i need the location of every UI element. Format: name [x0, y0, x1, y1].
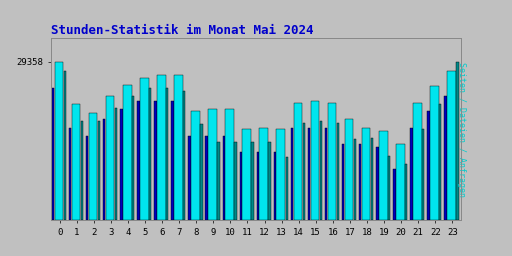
Bar — [303, 123, 305, 220]
Bar — [371, 137, 373, 220]
Bar — [337, 123, 339, 220]
Bar — [376, 147, 378, 220]
Bar — [89, 113, 97, 220]
Bar — [55, 62, 63, 220]
Bar — [257, 152, 259, 220]
Bar — [103, 119, 105, 220]
Bar — [157, 75, 166, 220]
Bar — [154, 101, 157, 220]
Bar — [439, 104, 441, 220]
Bar — [276, 129, 285, 220]
Bar — [52, 88, 54, 220]
Bar — [188, 136, 191, 220]
Bar — [208, 110, 217, 220]
Bar — [362, 128, 371, 220]
Bar — [260, 128, 268, 220]
Bar — [217, 143, 220, 220]
Bar — [86, 136, 89, 220]
Bar — [286, 157, 288, 220]
Bar — [291, 128, 293, 220]
Bar — [311, 101, 319, 220]
Bar — [132, 96, 134, 220]
Bar — [328, 103, 336, 220]
Bar — [106, 96, 115, 220]
Bar — [274, 152, 276, 220]
Bar — [191, 111, 200, 220]
Bar — [308, 128, 310, 220]
Bar — [166, 88, 168, 220]
Bar — [393, 169, 396, 220]
Bar — [205, 136, 208, 220]
Bar — [396, 144, 404, 220]
Bar — [200, 124, 203, 220]
Bar — [422, 129, 424, 220]
Bar — [98, 121, 100, 220]
Bar — [447, 71, 456, 220]
Bar — [325, 128, 327, 220]
Bar — [430, 86, 439, 220]
Bar — [183, 91, 185, 220]
Bar — [174, 75, 183, 220]
Bar — [123, 85, 132, 220]
Bar — [359, 144, 361, 220]
Bar — [319, 121, 322, 220]
Bar — [379, 131, 388, 220]
Bar — [137, 101, 140, 220]
Bar — [225, 110, 234, 220]
Bar — [115, 108, 117, 220]
Bar — [63, 71, 66, 220]
Y-axis label: Seiten / Dateien / Anfragen: Seiten / Dateien / Anfragen — [457, 62, 466, 197]
Bar — [251, 143, 254, 220]
Bar — [342, 144, 345, 220]
Bar — [149, 88, 152, 220]
Bar — [81, 121, 83, 220]
Bar — [268, 143, 271, 220]
Bar — [345, 119, 353, 220]
Bar — [242, 129, 251, 220]
Bar — [72, 104, 80, 220]
Bar — [140, 78, 148, 220]
Bar — [172, 101, 174, 220]
Bar — [120, 110, 122, 220]
Bar — [293, 103, 302, 220]
Bar — [69, 128, 71, 220]
Bar — [405, 164, 408, 220]
Bar — [223, 136, 225, 220]
Bar — [413, 103, 422, 220]
Bar — [428, 111, 430, 220]
Bar — [456, 62, 459, 220]
Bar — [444, 96, 447, 220]
Text: Stunden-Statistik im Monat Mai 2024: Stunden-Statistik im Monat Mai 2024 — [51, 24, 314, 37]
Bar — [234, 143, 237, 220]
Bar — [240, 152, 242, 220]
Bar — [354, 139, 356, 220]
Bar — [410, 128, 413, 220]
Bar — [388, 156, 390, 220]
